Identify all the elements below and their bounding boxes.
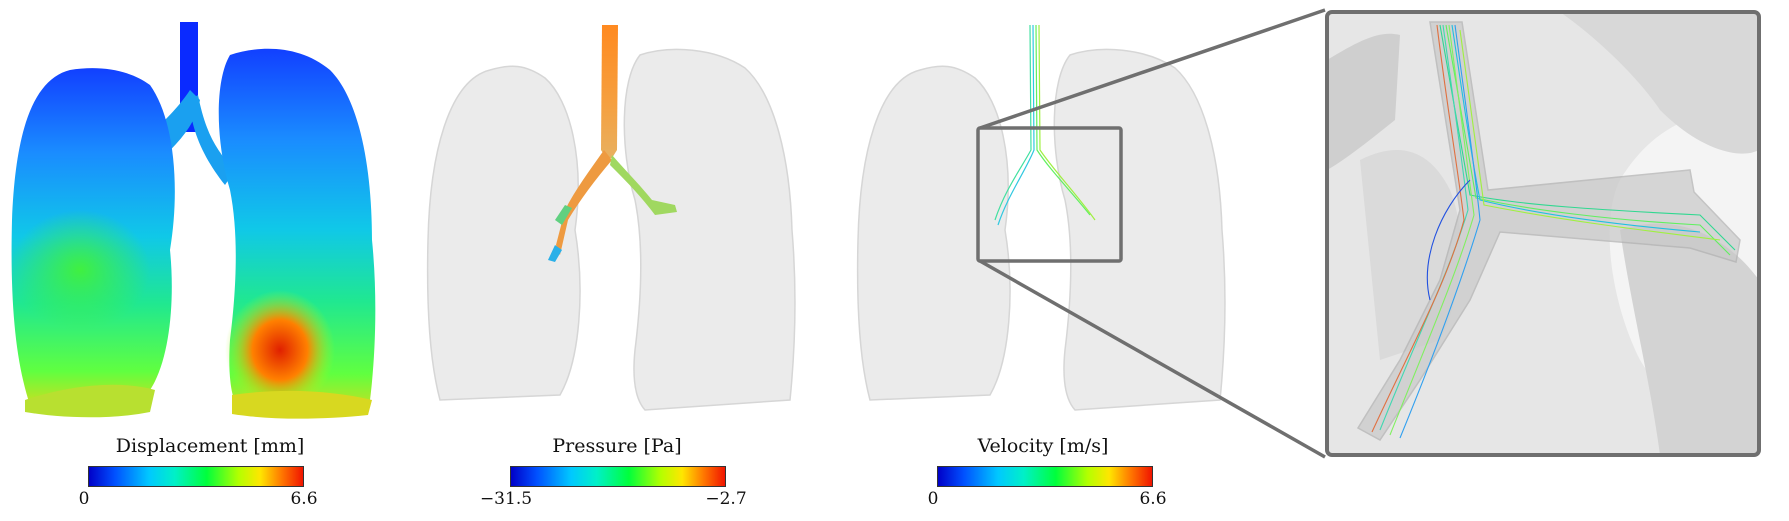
pressure-colorbar-min: −31.5 [479, 489, 533, 509]
pressure-colorbar-max: −2.7 [705, 489, 747, 509]
pressure-airway [548, 25, 677, 262]
displacement-colorbar-max: 6.6 [290, 489, 318, 509]
pressure-colorbar-title: Pressure [Pa] [552, 435, 682, 457]
zoom-region-box [976, 126, 1123, 263]
velocity-lungs [856, 48, 1226, 411]
displacement-colorbar [88, 466, 304, 487]
zoom-connector-top [979, 8, 1326, 130]
velocity-colorbar-title: Velocity [m/s] [977, 435, 1109, 457]
displacement-lungs [10, 22, 376, 419]
pressure-colorbar [510, 466, 726, 487]
pressure-lungs [426, 48, 796, 411]
velocity-colorbar-min: 0 [927, 489, 939, 509]
velocity-streamlines [994, 24, 1096, 226]
velocity-colorbar [937, 466, 1153, 487]
zoom-inset-frame [1325, 10, 1761, 457]
zoom-inset [1325, 10, 1761, 457]
zoom-connector-bottom [979, 259, 1326, 459]
displacement-colorbar-title: Displacement [mm] [115, 435, 305, 457]
velocity-colorbar-max: 6.6 [1139, 489, 1167, 509]
displacement-colorbar-min: 0 [78, 489, 90, 509]
